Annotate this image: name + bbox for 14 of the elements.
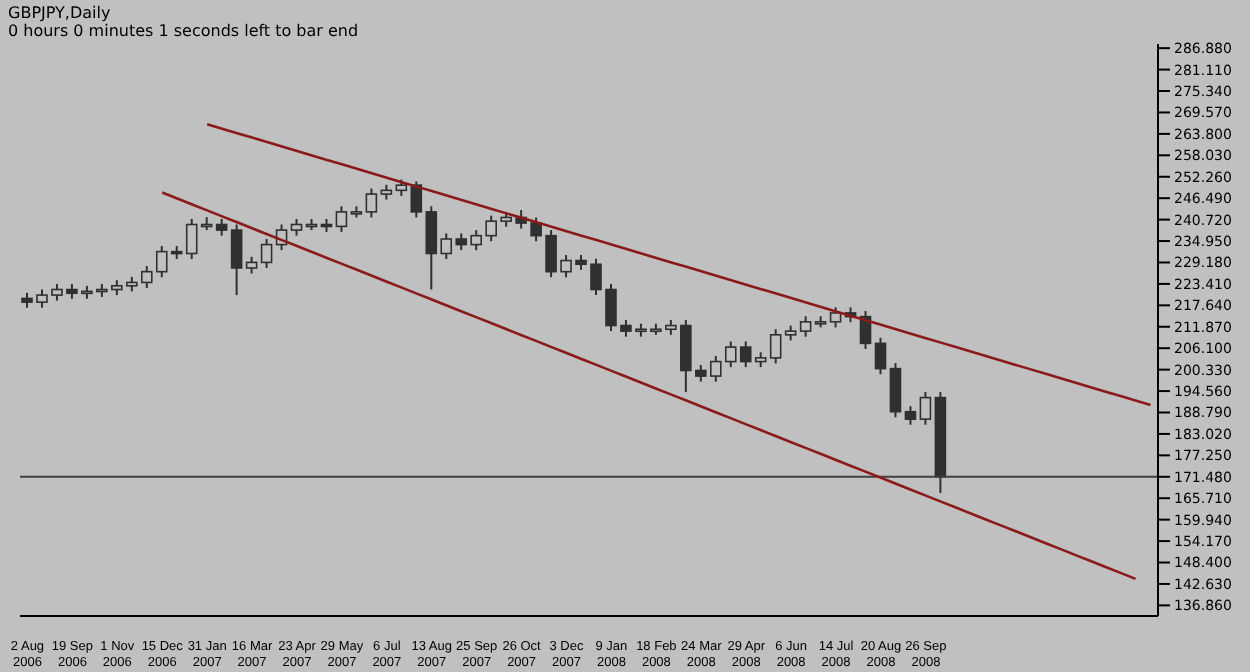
candlestick bbox=[904, 405, 917, 426]
text: 0 hours 0 minutes 1 seconds left to bar end bbox=[8, 22, 359, 40]
candlestick bbox=[365, 187, 378, 219]
candlestick bbox=[919, 391, 932, 426]
candlestick bbox=[889, 362, 902, 419]
chart-title: GBPJPY,Daily bbox=[8, 4, 113, 22]
candlestick bbox=[230, 223, 243, 297]
candlestick bbox=[799, 315, 812, 338]
candlestick bbox=[260, 238, 273, 269]
candlestick bbox=[829, 306, 842, 329]
candlestick bbox=[335, 205, 348, 233]
candlestick bbox=[874, 336, 887, 376]
line-series bbox=[205, 122, 1152, 407]
line-series bbox=[160, 191, 1137, 581]
